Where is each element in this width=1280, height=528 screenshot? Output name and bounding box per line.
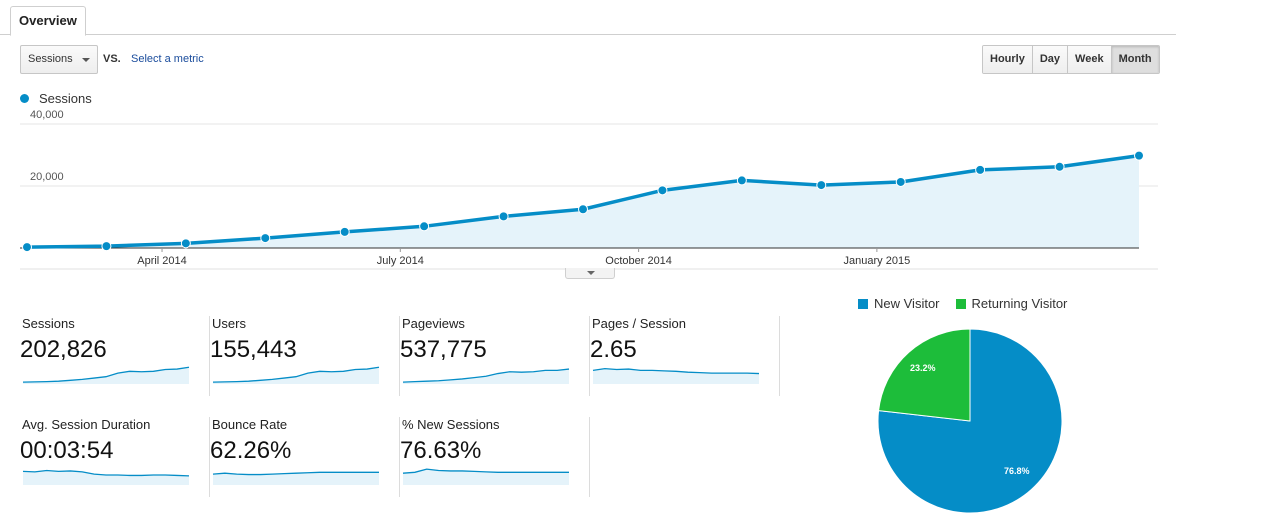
tab-overview[interactable]: Overview (10, 6, 86, 36)
metric-label: % New Sessions (402, 417, 500, 432)
returning-visitor-swatch (955, 298, 966, 309)
sparkline-area (23, 367, 189, 384)
x-tick-label: July 2014 (377, 255, 424, 267)
range-week-button[interactable]: Week (1068, 46, 1112, 73)
chevron-down-icon (587, 271, 595, 275)
metric-label: Sessions (22, 316, 75, 331)
collapse-chart-handle[interactable] (565, 268, 615, 279)
sparkline-line (22, 366, 190, 383)
sparkline-line (592, 367, 760, 375)
metric-value: 76.63% (400, 437, 482, 464)
sessions-point (339, 226, 350, 237)
sessions-point (578, 204, 588, 215)
metric-label: Pageviews (402, 316, 465, 331)
pie-slice-returning-visitor (878, 328, 971, 422)
metric-value: 62.26% (210, 437, 292, 464)
sparkline (212, 471, 379, 485)
sparkline (212, 366, 380, 384)
metric-value: 155,443 (210, 336, 297, 363)
metric-select-value: Sessions (28, 53, 73, 65)
metric-value: 2.65 (590, 336, 637, 363)
sessions-legend-dot (20, 94, 29, 103)
sparkline (592, 367, 760, 384)
y-tick-label: 20,000 (30, 171, 64, 183)
metric-tile-bounce-rate[interactable]: Bounce Rate 62.26% (210, 417, 400, 497)
sessions-point (1054, 161, 1065, 172)
metric-tile-users[interactable]: Users 155,443 (210, 316, 400, 396)
range-day-button[interactable]: Day (1032, 46, 1069, 73)
metric-label: Bounce Rate (212, 417, 288, 432)
chevron-down-icon (82, 58, 90, 62)
x-tick-label: October 2014 (605, 255, 672, 267)
sparkline (402, 468, 569, 485)
metric-label: Pages / Session (592, 316, 686, 331)
sessions-point (736, 175, 747, 186)
sparkline-line (22, 469, 190, 477)
sparkline (22, 469, 190, 485)
metric-tile-pages-per-session[interactable]: Pages / Session 2.65 (590, 316, 780, 396)
metric-value: 00:03:54 (20, 437, 114, 464)
range-hourly-button[interactable]: Hourly (983, 46, 1033, 73)
range-month-button[interactable]: Month (1111, 46, 1159, 73)
sessions-point (498, 211, 509, 222)
sparkline-line (402, 368, 570, 383)
x-tick-label: April 2014 (137, 255, 187, 267)
metric-value: 202,826 (20, 336, 107, 363)
pie-legend-returning-visitor[interactable]: Returning Visitor (955, 296, 1068, 311)
pie-legend-label: Returning Visitor (971, 296, 1068, 311)
x-tick-label: January 2015 (844, 255, 911, 267)
sessions-point (22, 242, 32, 253)
pie-label-new: 76.8% (1004, 466, 1030, 476)
sparkline-area (213, 472, 379, 485)
sparkline-area (23, 470, 189, 485)
new-visitor-swatch (858, 298, 868, 309)
sessions-point (101, 241, 112, 252)
metric-label: Users (212, 316, 246, 331)
metric-tile-pageviews[interactable]: Pageviews 537,775 (400, 316, 590, 396)
pie-label-returning: 23.2% (910, 363, 936, 373)
sparkline-line (402, 468, 569, 474)
metric-tile-sessions[interactable]: Sessions 202,826 (20, 316, 210, 396)
sparkline-line (212, 471, 379, 476)
metric-value: 537,775 (400, 336, 487, 363)
metric-tile-new-sessions[interactable]: % New Sessions 76.63% (400, 417, 590, 497)
tab-bar: Overview (0, 0, 1176, 36)
select-metric-link[interactable]: Select a metric (131, 53, 204, 65)
sparkline-area (213, 367, 379, 384)
sessions-point (816, 180, 827, 191)
vs-label: VS. (103, 53, 121, 65)
metric-tile-avg-session-duration[interactable]: Avg. Session Duration 00:03:54 (20, 417, 210, 497)
sessions-point (260, 233, 271, 244)
pie-legend-new-visitor[interactable]: New Visitor (858, 296, 940, 311)
range-toggle: Hourly Day Week Month (982, 45, 1160, 74)
sessions-area (27, 155, 1139, 248)
sparkline-area (593, 368, 759, 384)
sessions-point (180, 238, 191, 249)
sessions-point (895, 176, 906, 187)
sparkline (22, 366, 190, 384)
pie-legend-label: New Visitor (874, 296, 940, 311)
sessions-point (975, 164, 986, 175)
visitor-pie-chart (877, 328, 1063, 514)
sparkline-area (403, 469, 569, 485)
sparkline (402, 368, 570, 384)
sessions-line-chart: 40,000 20,000 April 2014 July 2014 October 2… (20, 110, 1158, 270)
metric-select[interactable]: Sessions (20, 45, 98, 74)
sessions-point (419, 221, 430, 232)
chart-legend-label: Sessions (39, 91, 92, 106)
sessions-point (1134, 150, 1144, 161)
metric-label: Avg. Session Duration (22, 417, 151, 432)
sparkline-line (212, 366, 380, 383)
y-tick-label: 40,000 (30, 110, 64, 121)
chart-legend: Sessions (20, 91, 92, 106)
pie-legend: New Visitor Returning Visitor (858, 296, 1083, 311)
sessions-point (657, 185, 668, 196)
